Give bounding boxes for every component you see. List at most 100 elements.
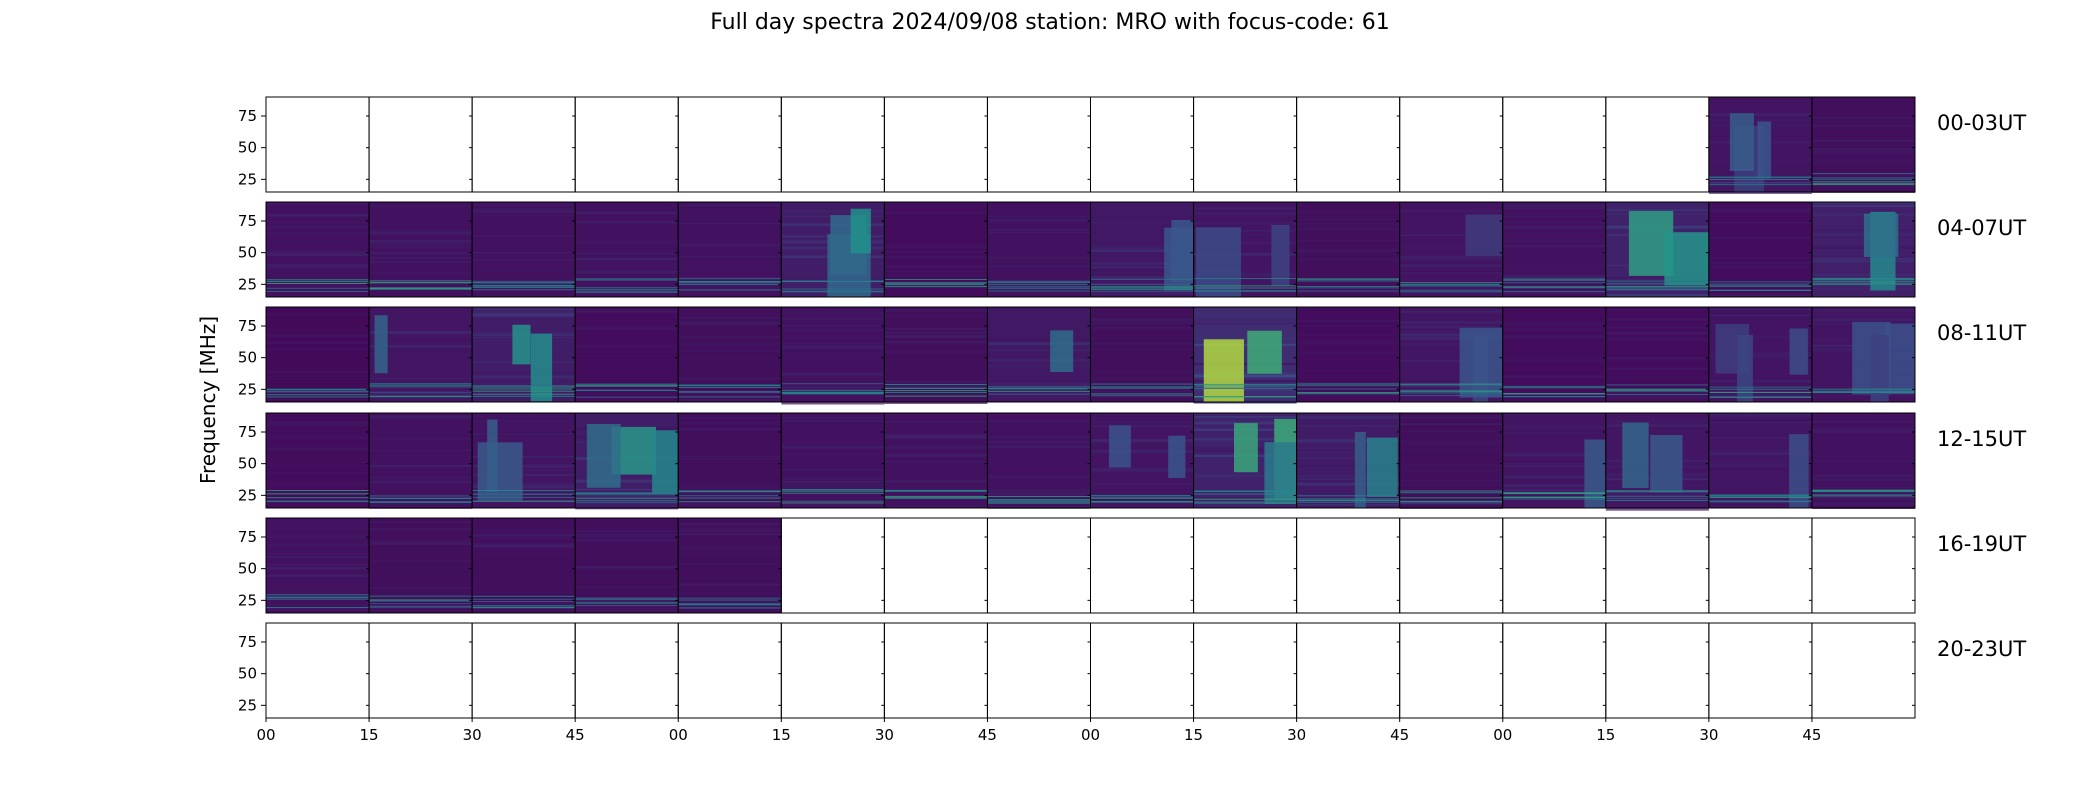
- spectrum-line: [1296, 227, 1400, 231]
- y-tick-label: 75: [238, 423, 257, 441]
- interference-band: [1399, 501, 1503, 503]
- interference-band: [1399, 497, 1503, 499]
- interference-band: [575, 279, 679, 281]
- spectrum-line: [266, 492, 370, 494]
- spectrum-line: [1090, 498, 1194, 501]
- interference-band: [1193, 290, 1297, 292]
- interference-band: [1811, 177, 1915, 179]
- interference-band: [781, 489, 885, 491]
- spectrum-line: [884, 270, 988, 273]
- panel-frame: [1811, 412, 1916, 509]
- spectrum-panel: [1502, 412, 1607, 509]
- spectrum-line: [1605, 331, 1709, 335]
- spectrum-line: [1296, 447, 1400, 449]
- spectrum-panel: [1090, 306, 1195, 403]
- interference-band: [1708, 176, 1812, 178]
- spectrum-line: [1193, 251, 1297, 254]
- interference-band: [1605, 394, 1709, 396]
- spectrum-line: [1193, 264, 1297, 268]
- interference-band: [1090, 283, 1194, 285]
- spectrum-panel: [1605, 412, 1710, 511]
- spectrum-line: [884, 265, 988, 269]
- spectrum-line: [1811, 474, 1915, 477]
- spectrum-line: [575, 495, 679, 497]
- interference-band: [1399, 502, 1503, 504]
- spectrum-line: [1811, 162, 1915, 165]
- spectrum-line: [1193, 209, 1297, 212]
- spectrum-panel: [780, 412, 885, 509]
- spectrum-background: [369, 413, 473, 508]
- interference-band: [1811, 388, 1915, 390]
- spectrum-panel: [1399, 517, 1504, 614]
- spectrum-line: [1296, 258, 1400, 261]
- spectrum-line: [472, 234, 576, 237]
- spectrum-line: [1811, 258, 1915, 260]
- spectrum-line: [1090, 249, 1194, 253]
- spectrum-line: [266, 392, 370, 394]
- spectrum-line: [1502, 334, 1606, 337]
- interference-band: [781, 393, 885, 395]
- interference-band: [575, 497, 679, 499]
- interference-band: [1090, 393, 1194, 395]
- spectrum-line: [266, 226, 370, 229]
- spectrum-burst: [1271, 224, 1290, 286]
- row-label: 20-23UT: [1937, 637, 2026, 661]
- spectrum-line: [1296, 478, 1400, 481]
- interference-band: [1090, 387, 1194, 389]
- spectrum-line: [884, 488, 988, 490]
- interference-band: [884, 496, 988, 498]
- interference-band: [1193, 493, 1297, 495]
- interference-band: [1296, 501, 1400, 503]
- spectrum-line: [781, 353, 885, 356]
- spectrum-panel: [1811, 412, 1916, 509]
- spectrum-line: [1811, 428, 1915, 431]
- spectrum-burst: [530, 333, 553, 402]
- panel-frame: [677, 96, 782, 193]
- spectrum-line: [369, 342, 473, 345]
- spectrum-line: [678, 527, 782, 530]
- panel-frame: [1811, 201, 1916, 298]
- spectrum-burst: [1264, 442, 1297, 504]
- spectrum-panel: [677, 622, 782, 719]
- panel-frame: [883, 622, 988, 719]
- spectrum-line: [369, 476, 473, 479]
- interference-band: [987, 387, 1091, 389]
- spectrum-line: [575, 548, 679, 551]
- interference-band: [1399, 392, 1503, 394]
- spectrum-line: [369, 573, 473, 575]
- spectrum-line: [1605, 308, 1709, 311]
- interference-band: [1502, 498, 1606, 500]
- spectrum-panel: [1090, 622, 1195, 719]
- spectrum-line: [266, 377, 370, 380]
- interference-band: [369, 386, 473, 388]
- spectrum-line: [266, 348, 370, 351]
- interference-band: [266, 390, 370, 392]
- spectrum-line: [575, 242, 679, 246]
- interference-band: [472, 286, 576, 288]
- spectrum-line: [369, 271, 473, 275]
- spectrum-line: [1605, 338, 1709, 341]
- spectrum-line: [266, 574, 370, 577]
- interference-band: [884, 489, 988, 491]
- spectrum-line: [1811, 420, 1915, 423]
- spectrum-panel: [1502, 622, 1607, 719]
- interference-band: [1399, 384, 1503, 386]
- x-tick-label: 00: [256, 726, 275, 744]
- spectrum-panel: [986, 306, 1091, 403]
- spectrum-line: [1708, 249, 1812, 251]
- spectrum-line: [987, 493, 1091, 495]
- panel-frame: [1296, 622, 1401, 719]
- spectrum-panel: [368, 412, 473, 509]
- interference-band: [884, 284, 988, 286]
- spectrum-line: [266, 225, 370, 227]
- interference-band: [472, 493, 576, 495]
- spectrum-line: [575, 533, 679, 536]
- spectrum-line: [369, 229, 473, 232]
- spectrum-line: [1708, 388, 1812, 392]
- spectrum-line: [1296, 251, 1400, 254]
- spectrum-line: [266, 328, 370, 330]
- interference-band: [884, 496, 988, 498]
- interference-band: [1296, 385, 1400, 387]
- interference-band: [1399, 383, 1503, 385]
- interference-band: [369, 384, 473, 386]
